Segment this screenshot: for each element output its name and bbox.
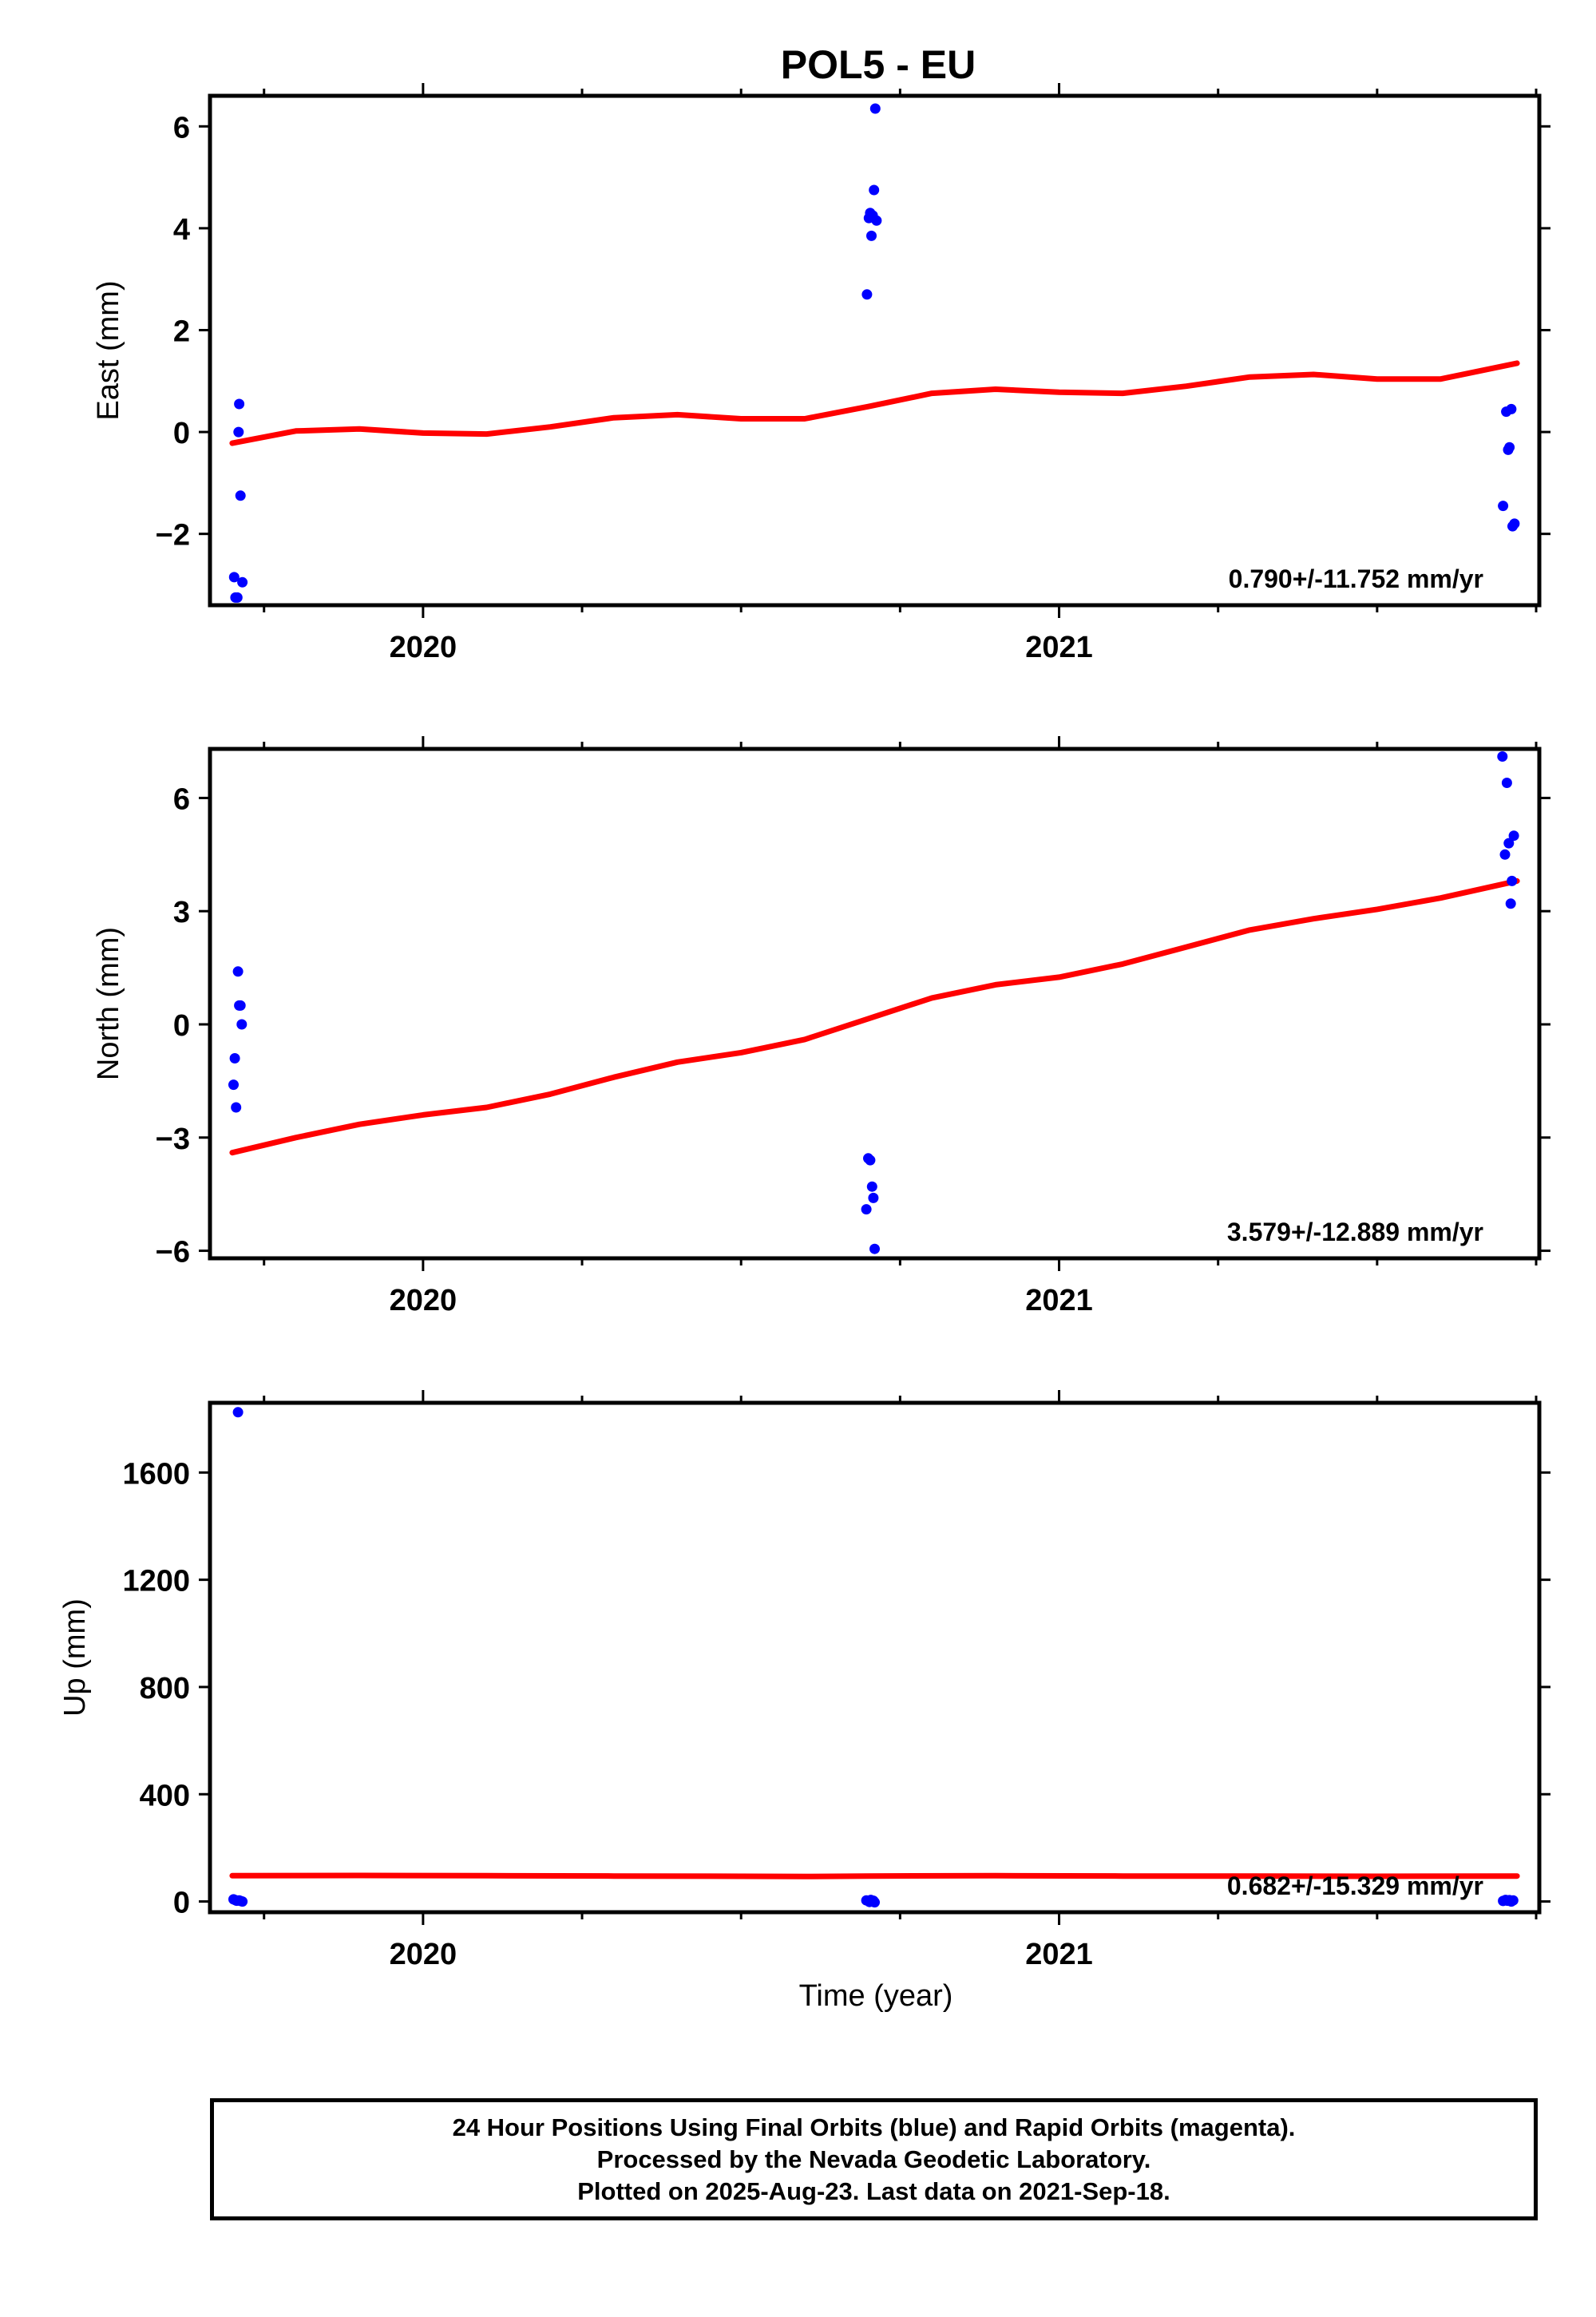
north-y-axis-label: North (mm) [92, 927, 125, 1080]
north-data-point [869, 1243, 880, 1254]
east-y-tick-label: 6 [173, 111, 190, 145]
footer-line-2: Processed by the Nevada Geodetic Laborat… [596, 2145, 1151, 2173]
east-data-point [1509, 518, 1520, 529]
x-axis-label: Time (year) [799, 1979, 953, 2013]
up-y-tick-label: 800 [140, 1672, 190, 1705]
north-y-tick-label: −6 [156, 1236, 190, 1269]
east-data-point [237, 576, 248, 588]
up-panel: 0 400 800 1200 1600 2020 2021 Up (mm) 0.682+/-15… [58, 1390, 1550, 1971]
east-panel: −2 0 2 4 6 2020 2021 East (mm) 0.790+/-11.752 mm… [92, 83, 1550, 664]
up-plot-frame [208, 1400, 1542, 1915]
north-data-point [1508, 830, 1519, 842]
north-y-tick-label: 3 [173, 896, 190, 929]
up-y-axis-label: Up (mm) [58, 1598, 92, 1717]
east-data-point [1498, 501, 1509, 512]
east-y-tick-label: 0 [173, 417, 190, 450]
north-x-tick-label: 2021 [1025, 1284, 1093, 1317]
east-rate-label: 0.790+/-11.752 mm/yr [1229, 564, 1483, 593]
east-x-tick-label: 2020 [390, 631, 457, 664]
footer-box: 24 Hour Positions Using Final Orbits (bl… [210, 2098, 1538, 2220]
north-data-point [228, 1079, 239, 1091]
north-data-point [868, 1192, 879, 1203]
up-data-point [237, 1896, 248, 1907]
east-y-tick-label: −2 [156, 519, 190, 553]
east-data-point [228, 572, 240, 583]
up-rate-label: 0.682+/-15.329 mm/yr [1227, 1871, 1483, 1900]
north-data-point [235, 1000, 246, 1011]
north-data-point [1507, 875, 1518, 886]
north-x-tick-label: 2020 [390, 1284, 457, 1317]
up-y-tick-label: 1600 [122, 1457, 190, 1491]
up-y-tick-label: 400 [140, 1779, 190, 1812]
north-plot-frame [208, 747, 1542, 1261]
up-y-tick-label: 1200 [122, 1565, 190, 1598]
north-y-tick-label: −3 [156, 1123, 190, 1156]
north-panel: −6 −3 0 3 6 2020 2021 North (mm) 3.579+/-12.889 … [92, 736, 1550, 1317]
east-data-point [869, 184, 880, 196]
east-data-point [869, 103, 881, 114]
east-data-point [235, 490, 246, 501]
east-fit-line [229, 360, 1520, 446]
up-y-tick-label: 0 [173, 1887, 190, 1920]
north-data-point [1497, 751, 1508, 762]
north-data-point [232, 966, 244, 977]
north-data-point [865, 1155, 876, 1166]
east-y-axis-label: East (mm) [92, 280, 125, 420]
north-fit-line [229, 877, 1520, 1156]
north-data-point [1503, 838, 1515, 849]
east-x-tick-label: 2021 [1025, 631, 1093, 664]
east-y-tick-label: 4 [173, 213, 190, 247]
up-data-point [869, 1897, 880, 1908]
north-data-point [231, 1102, 242, 1113]
up-fit-line [229, 1872, 1520, 1879]
north-data-point [236, 1019, 248, 1030]
up-data-point [1507, 1895, 1519, 1906]
north-data-point [1501, 778, 1512, 788]
east-data-point [1504, 442, 1515, 453]
north-y-tick-label: 6 [173, 782, 190, 816]
east-data-point [234, 398, 245, 410]
east-data-point [1506, 403, 1517, 414]
north-data-point [1505, 898, 1516, 909]
east-data-point [233, 426, 244, 438]
east-y-tick-label: 2 [173, 315, 190, 348]
east-data-point [861, 289, 873, 300]
chart-title: POL5 - EU [781, 42, 976, 87]
north-y-tick-label: 0 [173, 1009, 190, 1043]
north-data-point [229, 1053, 240, 1063]
north-data-point [1499, 849, 1511, 860]
footer-line-3: Plotted on 2025-Aug-23. Last data on 202… [577, 2176, 1170, 2205]
up-x-tick-label: 2021 [1025, 1938, 1093, 1971]
north-data-point [861, 1204, 872, 1215]
north-data-point [866, 1181, 877, 1192]
east-data-point [871, 215, 882, 226]
east-data-point [232, 592, 243, 603]
up-x-tick-label: 2020 [390, 1938, 457, 1971]
footer-line-1: 24 Hour Positions Using Final Orbits (bl… [452, 2113, 1296, 2141]
north-rate-label: 3.579+/-12.889 mm/yr [1227, 1218, 1483, 1246]
east-data-point [866, 230, 877, 241]
east-plot-frame [208, 93, 1542, 608]
up-data-point [232, 1407, 244, 1418]
